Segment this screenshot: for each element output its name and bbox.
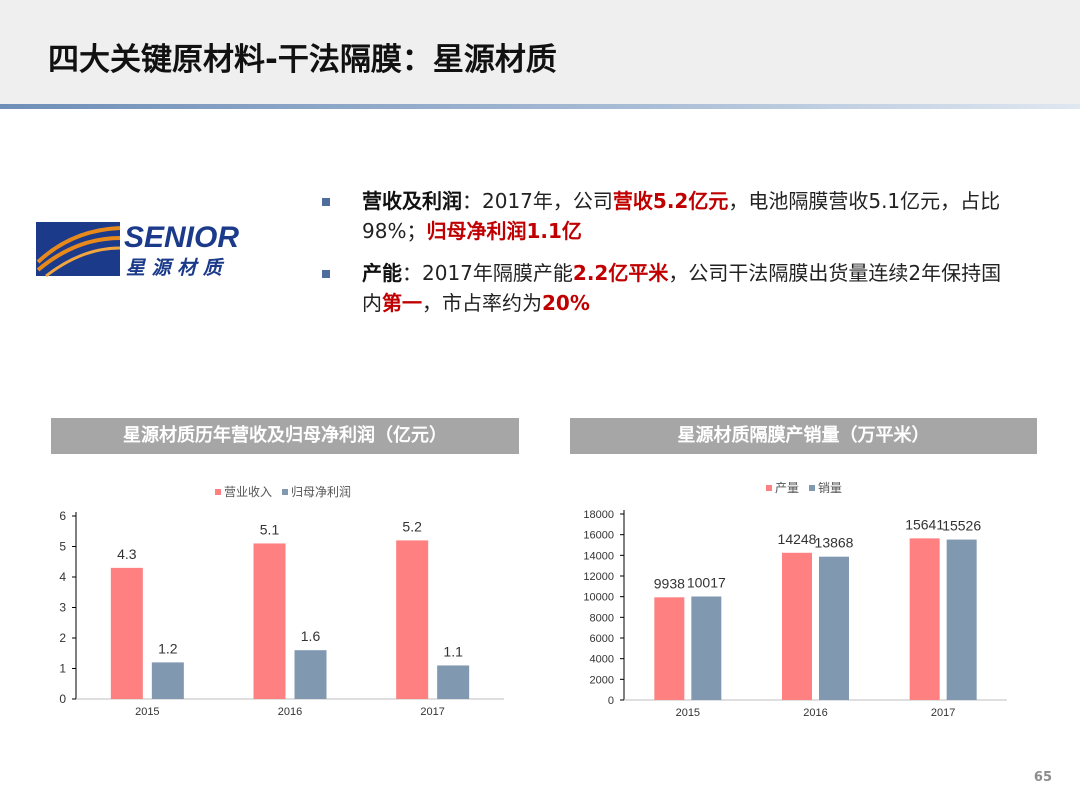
legend-label: 营业收入 (224, 485, 272, 499)
output-sales-chart: 0 2000 4000 6000 8000 10000 12000 14000 16000 180… (583, 481, 1007, 719)
x-tick-label: 2015 (135, 706, 159, 718)
y-tick-label: 18000 (583, 509, 614, 521)
bullet-revenue: 营收及利润：2017年，公司营收5.2亿元，电池隔膜营收5.1亿元，占比98%；… (320, 186, 1020, 246)
y-tick-label: 0 (608, 695, 614, 707)
bullet-highlight: 20% (542, 291, 590, 315)
data-label: 4.3 (117, 546, 137, 562)
bar (946, 539, 977, 700)
legend-label: 归母净利润 (291, 485, 351, 499)
logo-text-en: SENIOR (124, 221, 239, 254)
data-label: 13868 (815, 535, 854, 551)
y-tick-label: 16000 (583, 530, 614, 542)
bar (782, 552, 812, 700)
x-tick-label: 2016 (278, 706, 302, 718)
bullet-label: 产能 (362, 261, 402, 285)
bar (691, 596, 722, 700)
y-tick-label: 6 (59, 509, 66, 523)
chart-title-output: 星源材质隔膜产销量（万平米） (570, 418, 1037, 454)
logo-swoosh-2 (36, 236, 121, 272)
data-label: 15526 (942, 518, 981, 534)
slide-title: 四大关键原材料-干法隔膜：星源材质 (48, 42, 557, 78)
bar (110, 567, 143, 699)
bullet-text: ：2017年隔膜产能 (402, 261, 573, 285)
bullet-list: 营收及利润：2017年，公司营收5.2亿元，电池隔膜营收5.1亿元，占比98%；… (320, 186, 1020, 330)
senior-logo: SENIOR 星 源 材 质 (36, 221, 239, 279)
chart-title-revenue: 星源材质历年营收及归母净利润（亿元） (51, 418, 519, 454)
bullet-capacity: 产能：2017年隔膜产能2.2亿平米，公司干法隔膜出货量连续2年保持国内第一，市… (320, 258, 1020, 318)
bullet-highlight: 归母净利润1.1亿 (426, 219, 582, 243)
legend-swatch (282, 489, 288, 495)
x-tick-label: 2015 (676, 707, 700, 719)
y-tick-label: 1 (59, 662, 66, 676)
bullet-highlight: 第一 (382, 291, 422, 315)
y-tick-label: 4 (59, 570, 66, 584)
logo-text-cn: 星 源 材 质 (126, 257, 225, 279)
legend-swatch (215, 489, 221, 495)
legend-swatch (766, 485, 772, 491)
y-tick-label: 10000 (583, 592, 614, 604)
data-label: 5.1 (260, 521, 280, 537)
bullet-text: ，市占率约为 (422, 291, 542, 315)
data-label: 1.2 (158, 640, 178, 656)
bullet-square-icon (322, 198, 330, 206)
bullet-highlight: 营收5.2亿元 (612, 189, 729, 213)
bar (654, 597, 685, 700)
data-label: 1.1 (443, 643, 463, 659)
bullet-text: ，电池隔膜营收5.1亿元，占比98%； (362, 189, 1001, 243)
y-tick-label: 14000 (583, 550, 614, 562)
logo-swoosh-3 (45, 246, 121, 278)
page-number: 65 (1033, 770, 1052, 785)
bar (151, 662, 184, 699)
y-tick-label: 5 (59, 540, 66, 554)
bar (396, 540, 429, 699)
legend-label: 产量 (775, 481, 799, 495)
header-band (0, 0, 1080, 104)
data-label: 14248 (778, 531, 817, 547)
logo-swoosh-1 (36, 226, 121, 264)
x-tick-label: 2016 (803, 707, 827, 719)
bar (253, 543, 286, 699)
data-label: 1.6 (301, 628, 321, 644)
y-tick-label: 12000 (583, 571, 614, 583)
bullet-highlight: 2.2亿平米 (572, 261, 669, 285)
bar (294, 650, 327, 699)
bar (437, 665, 470, 699)
y-tick-label: 2000 (590, 674, 614, 686)
bullet-label: 营收及利润 (362, 189, 462, 213)
y-tick-label: 3 (59, 601, 66, 615)
legend-label: 销量 (818, 481, 842, 495)
header-divider (0, 104, 1080, 109)
data-label: 10017 (687, 574, 726, 590)
bullet-text: ，公司干法隔膜出货量连续2年保持国内 (362, 261, 1002, 315)
data-label: 9938 (654, 575, 685, 591)
data-label: 5.2 (402, 518, 422, 534)
y-tick-label: 6000 (590, 633, 614, 645)
bar (819, 556, 849, 700)
x-tick-label: 2017 (931, 707, 955, 719)
revenue-profit-chart: 0 1 2 3 4 5 6 2015 4.3 1.2 2016 5.1 1.6 2017 5.2 1.1 营业收… (59, 485, 504, 718)
bar (909, 538, 940, 700)
bullet-text: ：2017年，公司 (462, 189, 613, 213)
y-tick-label: 0 (59, 692, 66, 706)
y-tick-label: 4000 (590, 654, 614, 666)
bullet-square-icon (322, 270, 330, 278)
data-label: 15641 (905, 516, 944, 532)
y-tick-label: 8000 (590, 612, 614, 624)
x-tick-label: 2017 (420, 706, 444, 718)
legend-swatch (809, 485, 815, 491)
y-tick-label: 2 (59, 631, 66, 645)
